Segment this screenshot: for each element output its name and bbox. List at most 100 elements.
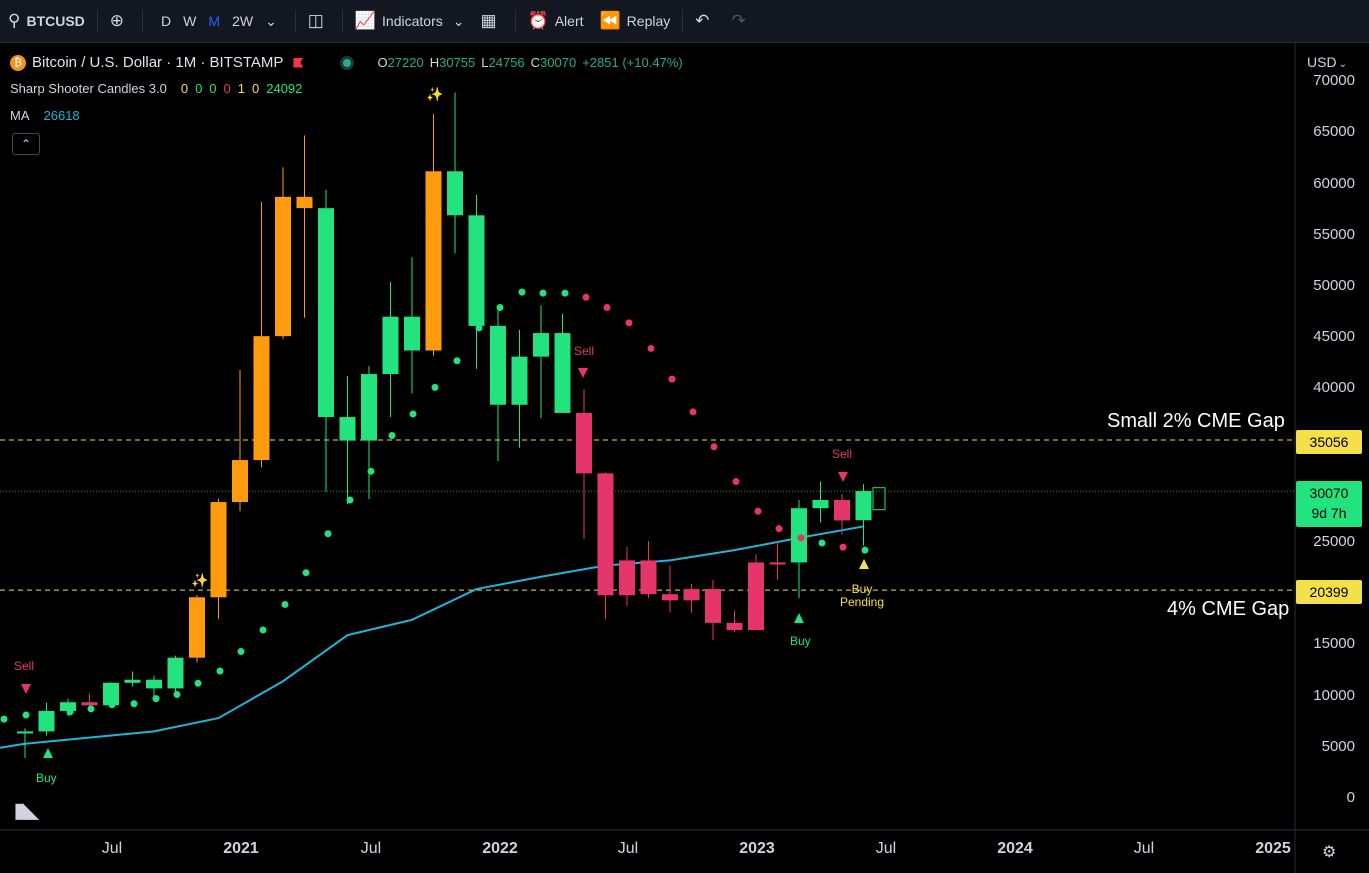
trail-dot-green [216, 667, 224, 675]
open-label: O [377, 55, 388, 70]
low-label: L [481, 55, 489, 70]
time-tick-label: 2021 [223, 840, 259, 857]
toolbar-divider [294, 10, 296, 32]
trail-dot-green [324, 530, 332, 538]
trail-dot-green [518, 288, 526, 296]
candle-body [855, 491, 872, 521]
time-tick-label: Jul [875, 840, 897, 857]
trailing-stop-dots [0, 288, 869, 723]
tradingview-logo-icon[interactable]: ▮◣ [14, 800, 38, 822]
trail-dot-green [453, 357, 461, 365]
time-tick-label: Jul [1133, 840, 1155, 857]
trail-dot-green [281, 600, 289, 608]
candle-body [296, 196, 313, 209]
price-tick-label: 0 [1346, 789, 1355, 806]
trail-dot-red [775, 525, 783, 533]
change-value: +2851 (+10.47%) [582, 55, 683, 70]
candle-body [210, 502, 227, 598]
undo-icon: ↶ [695, 11, 710, 30]
bar-countdown: 9d 7h [1311, 505, 1347, 521]
trail-dot-red [839, 543, 847, 551]
symbol-search[interactable]: ⚲ BTCUSD [0, 0, 93, 42]
interval-day[interactable]: D [161, 13, 172, 29]
trail-dot-green [539, 289, 547, 297]
toolbar-divider [341, 10, 343, 32]
chevron-up-icon: ⌃ [20, 137, 32, 151]
candle-body [81, 702, 98, 706]
replay-button[interactable]: ⏪ Replay [592, 0, 679, 42]
symbol-label: BTCUSD [26, 13, 85, 29]
sell-triangle-marker [838, 472, 848, 482]
price-tick-label: 50000 [1313, 277, 1355, 294]
low-value: 24756 [488, 55, 525, 70]
undo-button[interactable]: ↶ [687, 0, 723, 42]
legend-title: Bitcoin / U.S. Dollar · 1M · BITSTAMP [32, 54, 284, 71]
interval-week[interactable]: W [183, 13, 197, 29]
candle-body [318, 208, 334, 418]
currency-label: USD [1307, 54, 1337, 70]
price-tick-label: 5000 [1321, 737, 1355, 755]
interval-2week[interactable]: 2W [232, 13, 254, 29]
redo-icon: ↷ [731, 11, 746, 30]
compare-button[interactable]: ⊕ [102, 0, 138, 42]
indicator-value: 1 [237, 81, 245, 96]
close-label: C [530, 55, 541, 70]
indicator-value: 0 [252, 81, 260, 96]
indicator-name: Sharp Shooter Candles 3.0 [10, 81, 167, 96]
top-toolbar: ⚲ BTCUSD ⊕ D W M 2W ⌄ ◫ 📈 Indicators ⌄ ▦… [0, 0, 1369, 43]
trail-dot-red [647, 344, 655, 352]
price-tick-label: 55000 [1313, 225, 1355, 243]
indicator-value: 26618 [43, 108, 80, 123]
candle-body [576, 412, 592, 474]
interval-dropdown-chevron-icon[interactable]: ⌄ [265, 12, 277, 29]
trail-dot-red [797, 534, 805, 542]
currency-selector[interactable]: USD ⌄ [1307, 54, 1347, 70]
price-tick-label: 60000 [1313, 174, 1355, 192]
candle-body [232, 460, 248, 503]
trail-dot-green [346, 496, 354, 504]
toolbar-divider [142, 10, 144, 32]
legend-indicator-ma[interactable]: MA 26618 [10, 108, 80, 123]
trail-dot-green [475, 324, 483, 332]
templates-button[interactable]: ▦ [472, 0, 510, 42]
trail-dot-green [44, 711, 52, 719]
chart-type-button[interactable]: ◫ [300, 0, 338, 42]
sell-triangle-marker [578, 368, 588, 378]
candle-body [640, 560, 657, 595]
candle-body [726, 622, 743, 631]
current-price: 30070 [1309, 485, 1349, 501]
price-chart[interactable]: ✨✨ [0, 43, 1369, 873]
candles [17, 92, 872, 759]
trail-dot-red [710, 443, 718, 451]
indicators-icon: 📈 [354, 11, 377, 30]
gear-icon[interactable]: ⚙ [1322, 844, 1337, 861]
current-price-tag: 30070 9d 7h [1296, 481, 1362, 527]
buy-signal-label: Buy [790, 634, 811, 648]
candle-body [619, 560, 635, 596]
interval-month[interactable]: M [208, 13, 221, 29]
price-tick-label: 70000 [1313, 72, 1355, 90]
search-icon: ⚲ [8, 11, 21, 30]
candle-body [275, 196, 291, 337]
trail-dot-green [431, 383, 439, 391]
candle-body [554, 333, 571, 413]
high-label: H [429, 55, 440, 70]
redo-button[interactable]: ↷ [724, 0, 760, 42]
trail-dot-green [388, 431, 396, 439]
candle-body [404, 316, 420, 351]
indicators-button[interactable]: 📈 Indicators ⌄ [347, 0, 473, 42]
chart-pane[interactable]: ✨ ✨ ₿ Bitcoin / U.S. Dollar · 1M · BITSTA… [0, 43, 1369, 873]
flag-icon[interactable] [293, 57, 304, 68]
candle-body [339, 417, 356, 441]
candle-body [812, 499, 829, 509]
bitcoin-logo-icon: ₿ [10, 54, 26, 71]
high-value: 30755 [439, 55, 476, 70]
toolbar-divider [682, 10, 684, 32]
legend-indicator-sharp-shooter[interactable]: Sharp Shooter Candles 3.0 0 0 0 0 1 0 24… [10, 81, 302, 96]
trail-dot-green [237, 648, 245, 656]
indicators-chevron-icon: ⌄ [452, 12, 465, 29]
candle-body [662, 594, 678, 601]
magic-wand-icon: ✨ [426, 86, 443, 102]
collapse-legend-button[interactable]: ⌃ [12, 133, 40, 155]
alert-button[interactable]: ⏰ Alert [520, 0, 592, 42]
